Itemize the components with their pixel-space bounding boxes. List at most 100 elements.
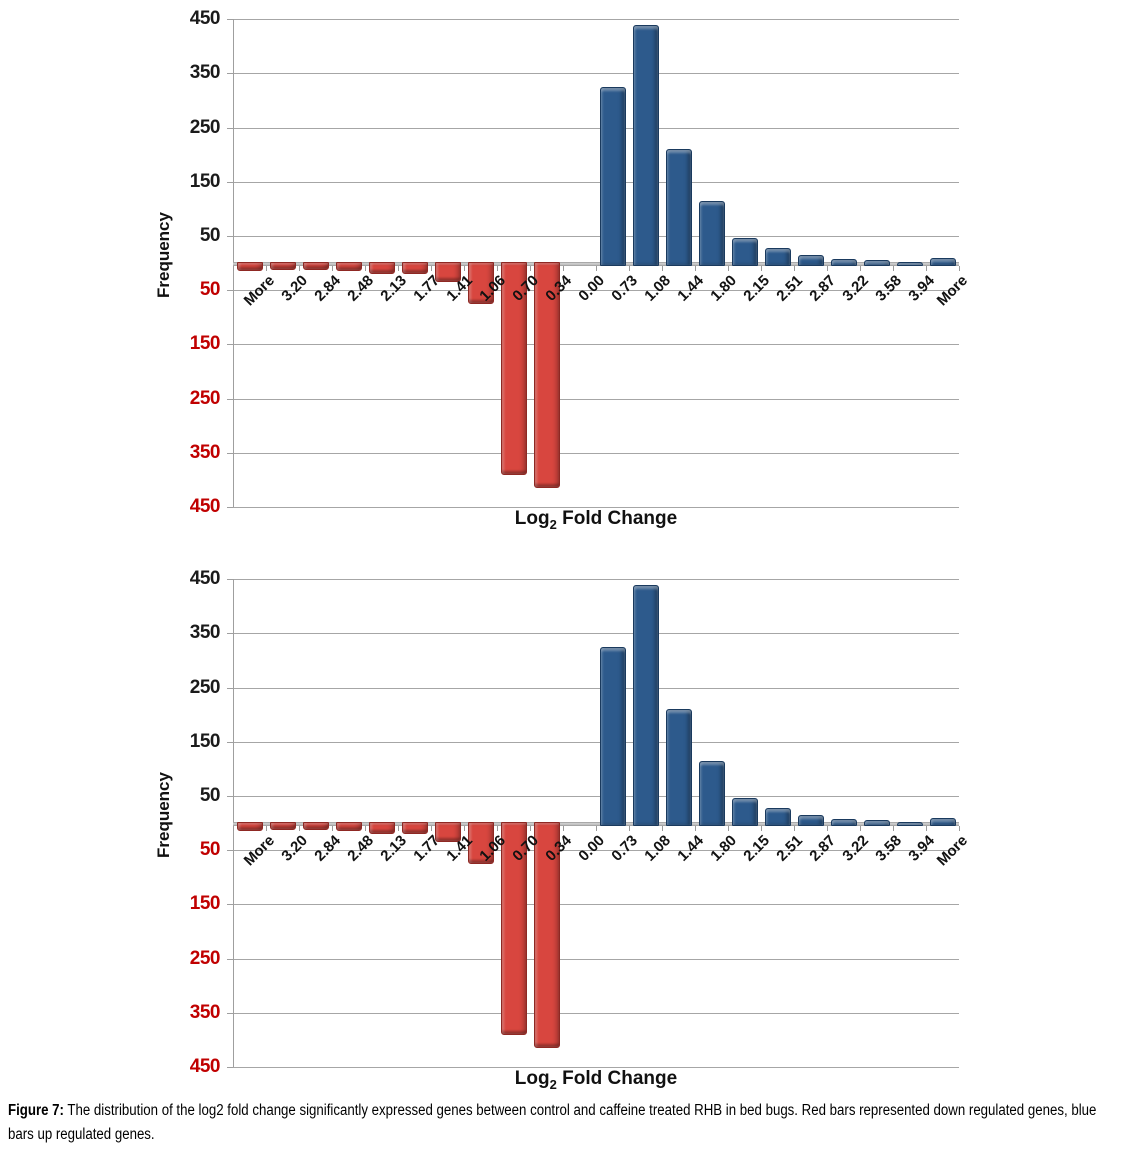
y-tick-label: 50 <box>199 785 221 806</box>
bar-up-More <box>929 257 956 266</box>
x-axis-tick <box>464 826 465 831</box>
y-axis-tick <box>227 796 233 797</box>
x-axis-tick <box>497 826 498 831</box>
y-axis-tick <box>227 688 233 689</box>
y-axis-tick <box>227 128 233 129</box>
bar-down-1.77 <box>401 262 428 275</box>
y-tick-label: 50 <box>199 279 221 300</box>
x-axis-tick <box>926 826 927 831</box>
x-axis-tick <box>860 266 861 271</box>
x-axis-tick <box>629 826 630 831</box>
bar-down-1.41 <box>434 822 461 843</box>
x-axis-tick <box>827 266 828 271</box>
bar-down-1.06 <box>467 262 494 304</box>
x-axis-tick <box>893 826 894 831</box>
gridline <box>233 128 959 129</box>
y-axis-tick <box>227 236 233 237</box>
gridline <box>233 453 959 454</box>
y-tick-label: 150 <box>189 731 221 752</box>
x-axis-title-part: 2 <box>549 516 557 532</box>
x-axis-tick <box>332 826 333 831</box>
x-axis-title: Log2 Fold Change <box>436 1068 756 1092</box>
y-axis-tick <box>227 182 233 183</box>
bar-up-1.44 <box>665 709 692 826</box>
y-axis-tick <box>227 344 233 345</box>
y-axis-tick <box>227 399 233 400</box>
gridline <box>233 1067 959 1068</box>
bar-up-3.22 <box>830 818 857 826</box>
bar-down-0.70 <box>500 262 527 475</box>
gridline <box>233 19 959 20</box>
histogram-bottom: Frequency 450 350 250 150 50 50 150 250 350 450 Mor… <box>0 560 1126 1120</box>
y-axis-tick <box>227 850 233 851</box>
y-axis-tick <box>227 904 233 905</box>
bar-up-0.73 <box>599 646 626 826</box>
bar-up-3.94 <box>896 821 923 826</box>
y-tick-label: 350 <box>189 442 221 463</box>
x-axis-title-part: Log <box>514 1068 550 1089</box>
figure-caption-label: Figure 7: <box>8 1102 64 1119</box>
bar-up-3.58 <box>863 820 890 826</box>
x-axis-tick <box>233 266 234 271</box>
bar-down-More <box>236 262 263 272</box>
bar-down-2.48 <box>335 262 362 272</box>
bar-up-2.15 <box>731 797 758 826</box>
x-axis-tick <box>398 266 399 271</box>
x-axis-title-part: 2 <box>549 1076 557 1092</box>
x-axis-tick <box>695 826 696 831</box>
y-tick-label: 450 <box>189 8 221 29</box>
bar-up-2.87 <box>797 254 824 266</box>
gridline <box>233 579 959 580</box>
bar-down-0.34 <box>533 262 560 489</box>
x-axis-tick <box>893 266 894 271</box>
y-tick-label: 450 <box>189 1056 221 1077</box>
bar-down-2.13 <box>368 262 395 275</box>
x-axis-tick <box>332 266 333 271</box>
y-axis-tick <box>227 633 233 634</box>
x-axis-tick <box>728 826 729 831</box>
y-tick-label: 250 <box>189 677 221 698</box>
x-axis-tick <box>431 826 432 831</box>
y-tick-label: 150 <box>189 171 221 192</box>
figure-caption-text: The distribution of the log2 fold change… <box>8 1102 1097 1143</box>
y-tick-label: 150 <box>189 893 221 914</box>
bar-down-1.41 <box>434 262 461 283</box>
bar-up-1.44 <box>665 149 692 266</box>
y-tick-label: 350 <box>189 1002 221 1023</box>
y-axis-tick <box>227 579 233 580</box>
y-axis-tick <box>227 73 233 74</box>
x-axis-line <box>233 262 959 266</box>
y-tick-label: 150 <box>189 333 221 354</box>
x-axis-tick <box>266 826 267 831</box>
bar-up-0.73 <box>599 86 626 266</box>
y-axis-tick <box>227 742 233 743</box>
bar-down-2.84 <box>302 262 329 271</box>
y-axis-tick <box>227 959 233 960</box>
x-axis-tick <box>530 826 531 831</box>
x-axis-tick <box>959 826 960 831</box>
bar-up-3.58 <box>863 260 890 266</box>
x-axis-tick <box>365 826 366 831</box>
bar-down-0.70 <box>500 822 527 1035</box>
gridline <box>233 1013 959 1014</box>
x-axis-tick <box>464 266 465 271</box>
x-axis-tick <box>860 826 861 831</box>
gridline <box>233 688 959 689</box>
x-axis-tick <box>497 266 498 271</box>
x-axis-tick <box>926 266 927 271</box>
x-axis-tick <box>794 266 795 271</box>
x-axis-title: Log2 Fold Change <box>436 508 756 532</box>
gridline <box>233 344 959 345</box>
x-axis-tick <box>398 826 399 831</box>
x-axis-title-part: Log <box>514 508 550 529</box>
gridline <box>233 633 959 634</box>
x-axis-tick <box>728 266 729 271</box>
bar-up-1.80 <box>698 760 725 826</box>
x-axis-line <box>233 822 959 826</box>
bar-down-More <box>236 822 263 832</box>
y-tick-label: 250 <box>189 948 221 969</box>
x-axis-tick <box>266 266 267 271</box>
y-tick-label: 450 <box>189 568 221 589</box>
gridline <box>233 182 959 183</box>
gridline <box>233 236 959 237</box>
